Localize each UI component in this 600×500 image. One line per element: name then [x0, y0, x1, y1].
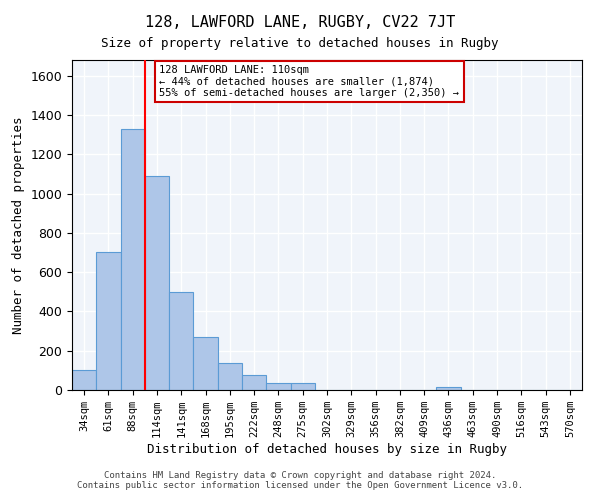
Bar: [96, 252, 121, 390]
Bar: [169, 292, 193, 390]
Text: 128, LAWFORD LANE, RUGBY, CV22 7JT: 128, LAWFORD LANE, RUGBY, CV22 7JT: [145, 15, 455, 30]
Bar: [121, 128, 145, 390]
Bar: [266, 383, 290, 390]
Text: Contains HM Land Registry data © Crown copyright and database right 2024.
Contai: Contains HM Land Registry data © Crown c…: [77, 470, 523, 490]
Bar: [72, 370, 96, 390]
Y-axis label: Number of detached properties: Number of detached properties: [12, 116, 25, 334]
Bar: [290, 383, 315, 390]
Bar: [145, 176, 169, 390]
Text: Size of property relative to detached houses in Rugby: Size of property relative to detached ho…: [101, 38, 499, 51]
X-axis label: Distribution of detached houses by size in Rugby: Distribution of detached houses by size …: [147, 443, 507, 456]
Bar: [436, 387, 461, 390]
Text: 128 LAWFORD LANE: 110sqm
← 44% of detached houses are smaller (1,874)
55% of sem: 128 LAWFORD LANE: 110sqm ← 44% of detach…: [160, 65, 460, 98]
Bar: [193, 337, 218, 390]
Bar: [242, 376, 266, 390]
Bar: [218, 362, 242, 390]
